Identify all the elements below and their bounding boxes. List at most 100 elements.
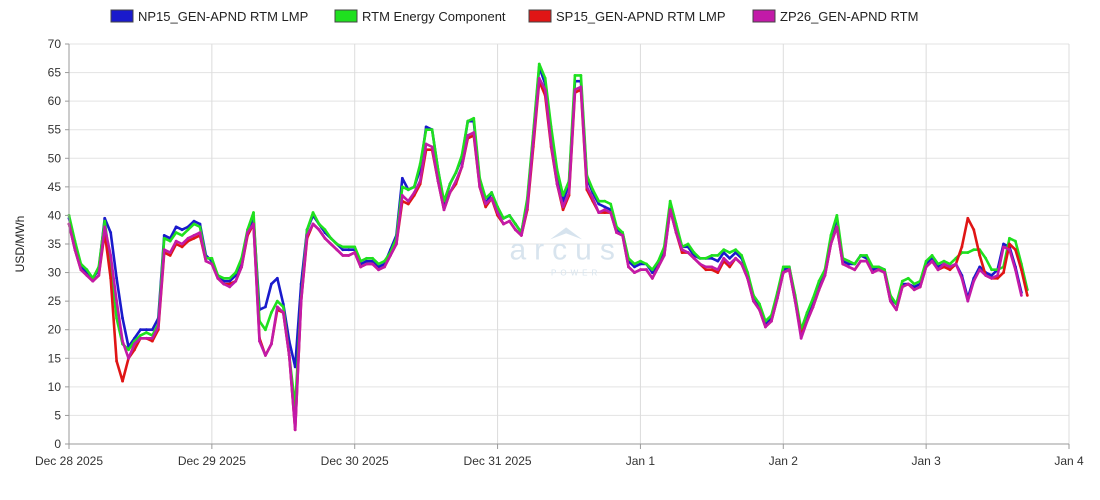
- series-point: [234, 279, 238, 283]
- series-point: [996, 274, 999, 277]
- series-point: [85, 274, 89, 277]
- series-point: [918, 285, 922, 289]
- series-point: [823, 274, 827, 277]
- series-point: [335, 242, 339, 246]
- series-point: [365, 259, 369, 263]
- y-tick-label: 55: [48, 123, 62, 137]
- series-point: [430, 128, 434, 132]
- series-point: [906, 276, 910, 280]
- series-point: [115, 316, 119, 320]
- series-point: [978, 265, 982, 269]
- series-point: [603, 205, 607, 209]
- series-point: [454, 171, 458, 174]
- series-point: [537, 76, 541, 80]
- series-point: [418, 179, 422, 183]
- series-point: [639, 259, 642, 263]
- series-point: [549, 142, 553, 146]
- y-tick-label: 5: [54, 408, 61, 422]
- series-point: [180, 245, 184, 249]
- chart-axes: 0 5 10 15 20 25 30 35 40 45 50 55 60 65 70 Dec 28 2025 D…: [35, 37, 1084, 468]
- series-point: [555, 182, 559, 186]
- series-point: [174, 225, 178, 229]
- series-point: [1014, 248, 1017, 252]
- series-point: [716, 271, 720, 274]
- series-point: [406, 202, 410, 206]
- series-point: [168, 239, 172, 243]
- series-point: [383, 265, 386, 269]
- series-point: [269, 282, 273, 286]
- series-point: [115, 299, 119, 303]
- series-point: [656, 259, 660, 263]
- series-point: [73, 248, 77, 252]
- series-point: [466, 119, 470, 123]
- series-point: [644, 268, 648, 272]
- series-layer: [67, 62, 1029, 432]
- series-point: [972, 279, 976, 283]
- series-point: [103, 216, 107, 220]
- series-point: [365, 256, 369, 260]
- series-point: [228, 285, 232, 289]
- series-point: [353, 251, 357, 254]
- series-point: [889, 299, 892, 303]
- series-point: [514, 222, 517, 226]
- series-point: [781, 271, 785, 274]
- series-point: [293, 365, 297, 369]
- series-point: [311, 222, 315, 226]
- series-point: [144, 331, 148, 334]
- series-point: [103, 219, 107, 223]
- series-point: [579, 74, 583, 77]
- x-tick-label: Dec 30 2025: [321, 454, 389, 468]
- series-point: [978, 254, 982, 257]
- series-point: [775, 296, 779, 300]
- series-point: [329, 236, 333, 240]
- series-point: [728, 265, 732, 269]
- series-point: [966, 251, 970, 254]
- series-point: [406, 188, 410, 192]
- watermark-subtext: POWER: [551, 268, 601, 277]
- series-point: [877, 265, 880, 269]
- series-point: [758, 302, 761, 306]
- series-point: [192, 234, 196, 237]
- series-point: [168, 254, 172, 257]
- series-point: [639, 268, 642, 272]
- x-tick-label: Dec 29 2025: [178, 454, 246, 468]
- series-point: [365, 262, 369, 266]
- series-point: [228, 279, 232, 283]
- series-point: [752, 299, 755, 303]
- series-point: [656, 265, 660, 269]
- series-point: [793, 299, 797, 303]
- series-point: [936, 262, 940, 266]
- series-point: [686, 242, 690, 246]
- series-point: [871, 265, 874, 269]
- series-point: [633, 271, 636, 274]
- series-point: [502, 222, 505, 226]
- series-point: [394, 242, 398, 246]
- series-point: [674, 231, 678, 234]
- series-point: [942, 262, 946, 266]
- series-point: [633, 262, 636, 266]
- series-point: [996, 276, 999, 280]
- series-point: [192, 236, 196, 240]
- series-point: [859, 259, 863, 263]
- series-point: [400, 176, 404, 180]
- series-point: [930, 259, 934, 263]
- series-point: [680, 251, 684, 254]
- series-point: [573, 74, 577, 77]
- series-point: [883, 271, 886, 274]
- series-point: [412, 191, 416, 194]
- x-tick-label: Jan 2: [769, 454, 799, 468]
- series-point: [615, 231, 619, 234]
- series-point: [1008, 242, 1011, 246]
- series-point: [472, 116, 476, 120]
- series-point: [115, 359, 119, 363]
- series-point: [371, 262, 374, 266]
- series-point: [144, 336, 148, 340]
- series-point: [597, 211, 601, 214]
- series-point: [734, 256, 738, 260]
- series-point: [627, 265, 630, 269]
- series-point: [514, 228, 517, 232]
- y-tick-label: 60: [48, 94, 62, 108]
- series-point: [490, 191, 494, 194]
- series-point: [561, 194, 565, 197]
- series-point: [579, 85, 583, 89]
